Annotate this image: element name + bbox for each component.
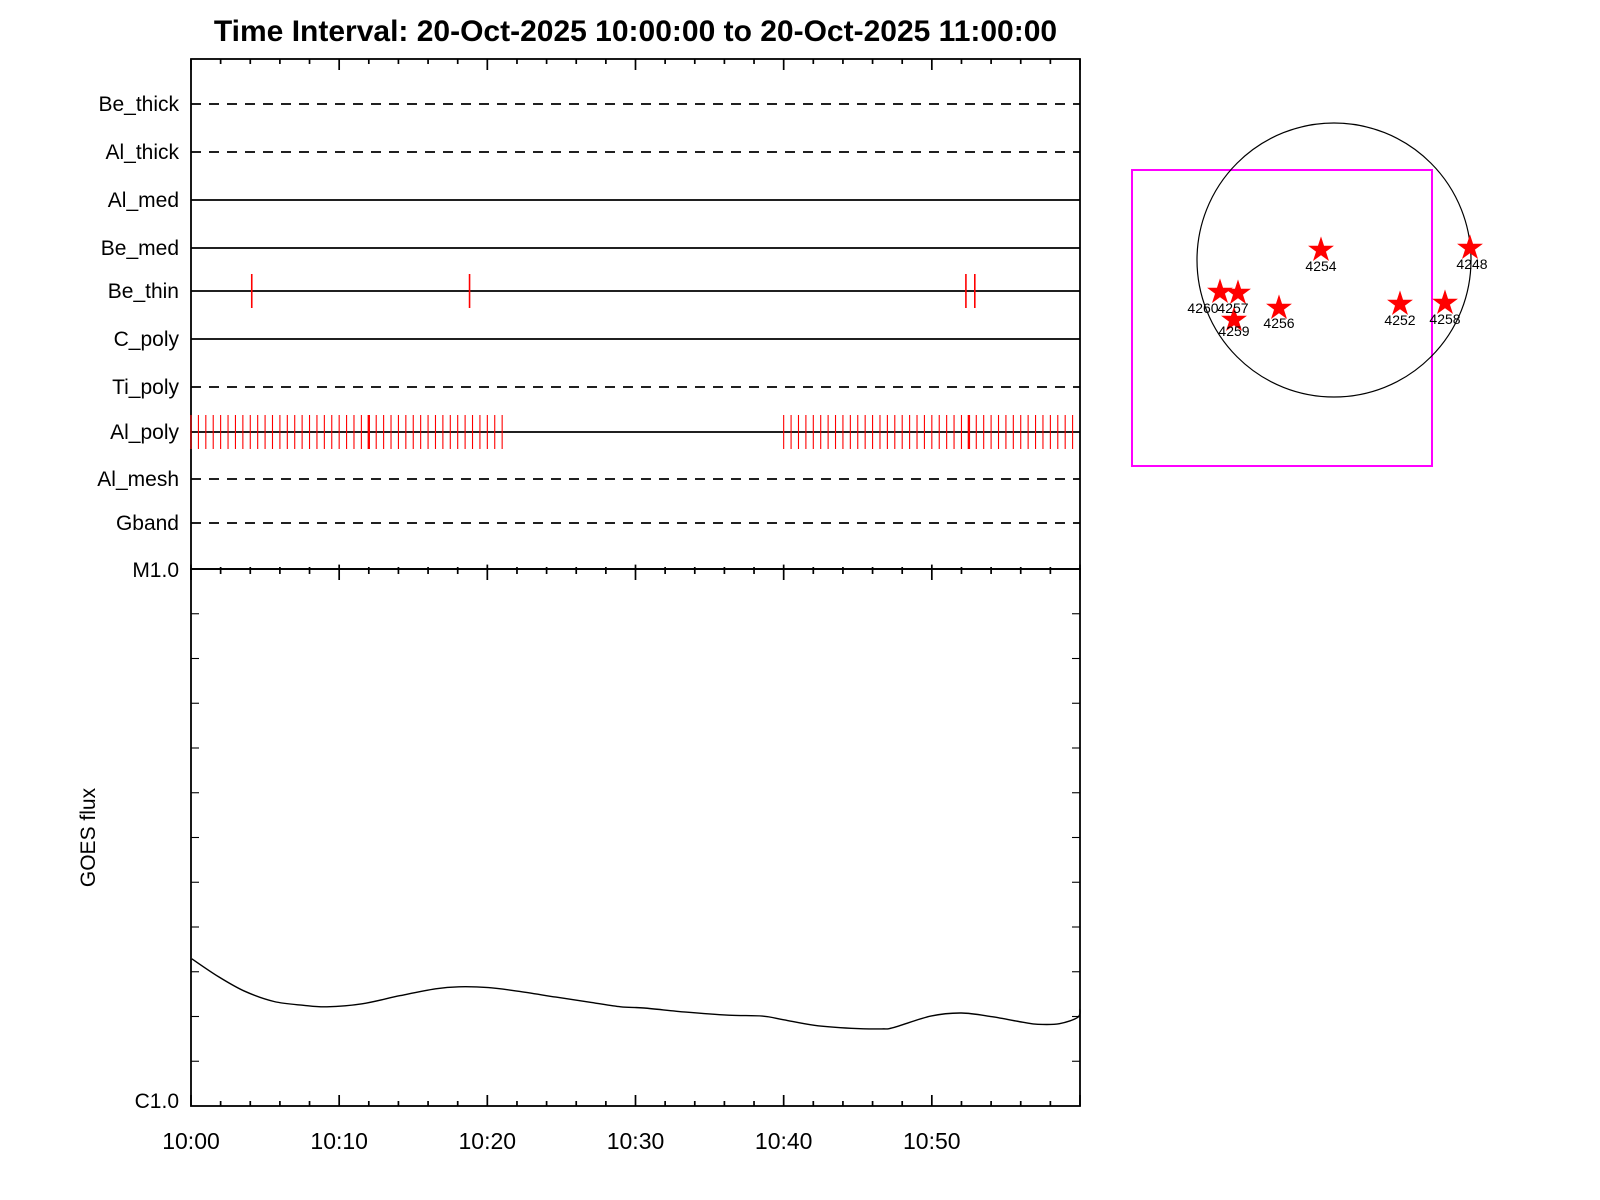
svg-text:C1.0: C1.0 (135, 1090, 179, 1113)
svg-text:4260: 4260 (1187, 300, 1218, 316)
svg-text:Be_thin: Be_thin (108, 280, 179, 303)
svg-text:4256: 4256 (1263, 315, 1294, 331)
svg-text:4248: 4248 (1456, 256, 1487, 272)
svg-text:Al_thick: Al_thick (105, 141, 179, 164)
svg-text:4254: 4254 (1305, 258, 1336, 274)
svg-text:10:40: 10:40 (755, 1128, 813, 1154)
svg-text:GOES flux: GOES flux (77, 787, 100, 887)
svg-text:Be_med: Be_med (101, 237, 179, 260)
svg-text:10:00: 10:00 (162, 1128, 220, 1154)
svg-text:4259: 4259 (1218, 323, 1249, 339)
svg-text:Time Interval: 20-Oct-2025 10:: Time Interval: 20-Oct-2025 10:00:00 to 2… (214, 15, 1057, 48)
svg-text:Al_mesh: Al_mesh (97, 468, 179, 491)
svg-text:C_poly: C_poly (114, 328, 180, 351)
svg-text:10:20: 10:20 (459, 1128, 517, 1154)
svg-text:10:30: 10:30 (607, 1128, 665, 1154)
svg-text:Be_thick: Be_thick (98, 93, 179, 116)
svg-text:Ti_poly: Ti_poly (112, 376, 179, 399)
svg-text:Gband: Gband (116, 512, 179, 535)
svg-text:Al_poly: Al_poly (110, 421, 179, 444)
svg-text:Al_med: Al_med (108, 189, 179, 212)
svg-text:10:50: 10:50 (903, 1128, 961, 1154)
svg-text:M1.0: M1.0 (132, 559, 179, 582)
svg-text:10:10: 10:10 (310, 1128, 368, 1154)
svg-text:4258: 4258 (1429, 311, 1460, 327)
svg-text:4252: 4252 (1384, 312, 1415, 328)
svg-text:4257: 4257 (1217, 300, 1248, 316)
